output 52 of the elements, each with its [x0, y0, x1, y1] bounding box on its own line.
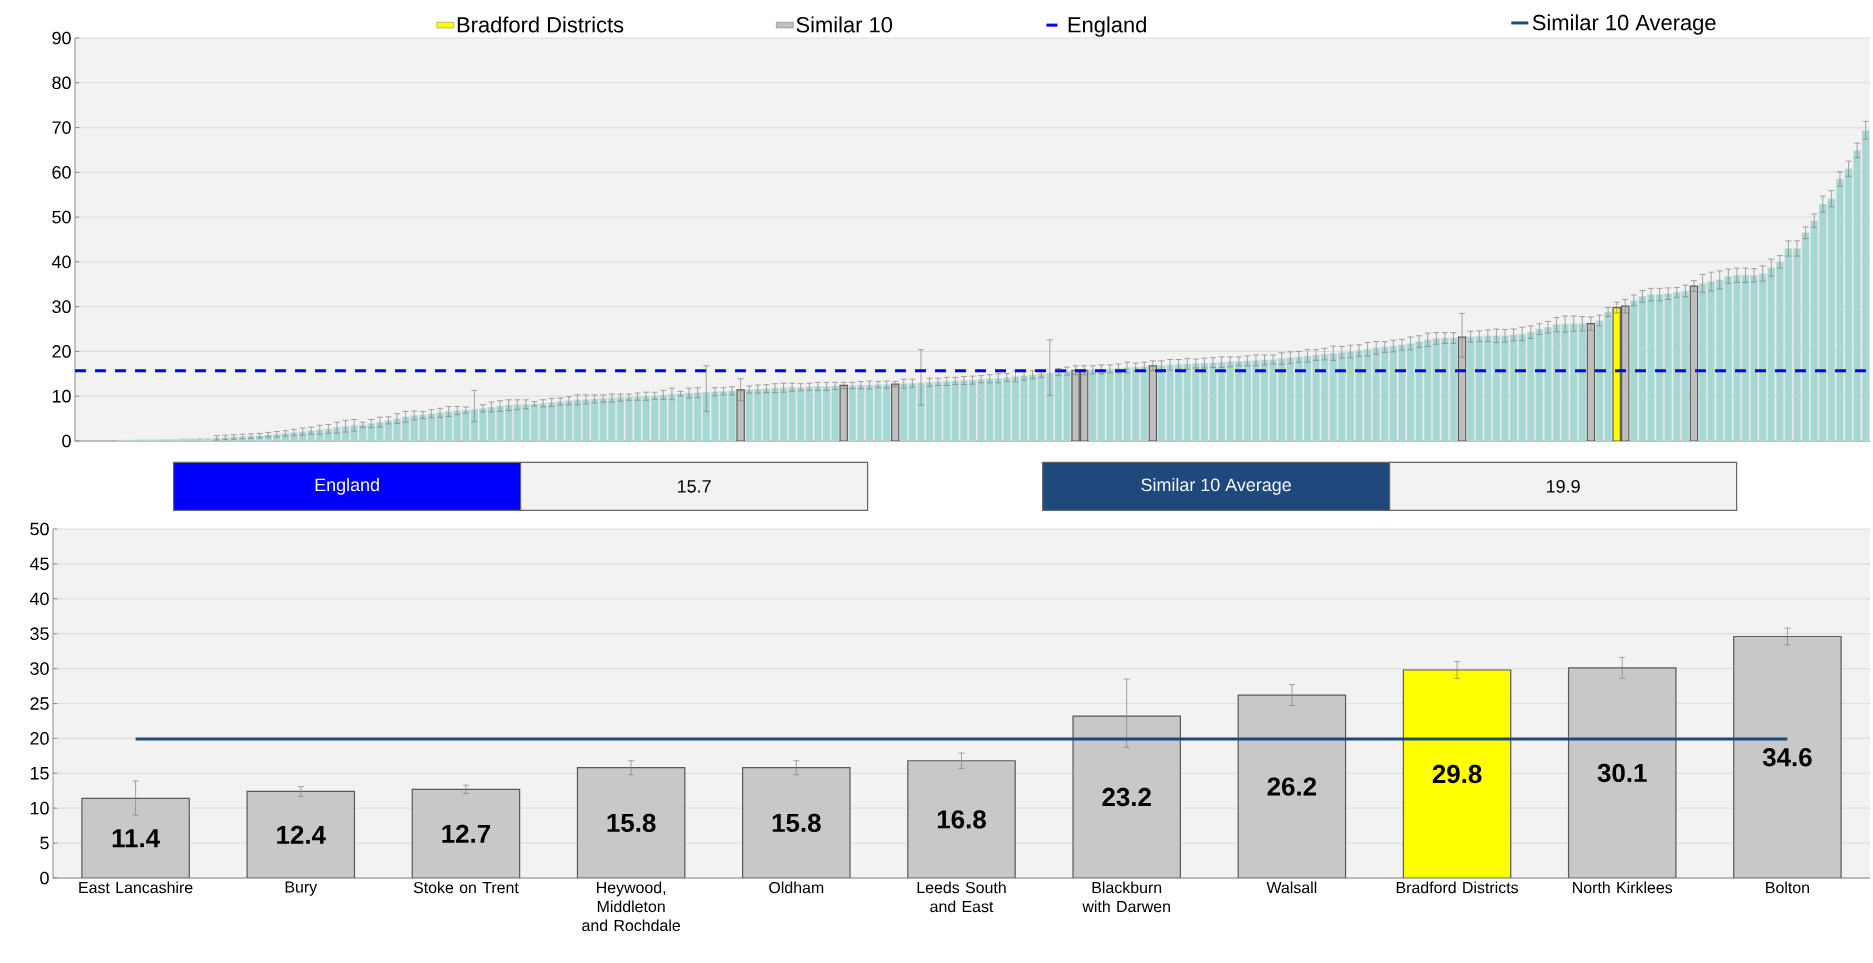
legend-label: Similar 10 [796, 16, 893, 33]
y-tick-label: 30 [52, 300, 71, 314]
y-tick-label: 60 [52, 165, 71, 179]
y-tick-label: 35 [30, 627, 49, 641]
y-tick-label: 10 [30, 801, 49, 815]
legend-label: Bradford Districts [457, 16, 624, 33]
x-tick-label: Oldham [769, 881, 824, 894]
data-label: 12.4 [277, 825, 326, 844]
data-label: 12.7 [442, 824, 491, 843]
y-tick-label: 20 [30, 732, 49, 745]
x-tick-label: North Kirklees [1573, 881, 1673, 894]
y-tick-label: 40 [29, 592, 49, 606]
data-label: 15.8 [772, 813, 821, 833]
text: Similar 10 Average [1141, 478, 1291, 495]
legend-label: Similar 10 Average [1532, 14, 1716, 35]
y-tick-label: 5 [40, 836, 49, 850]
y-tick-label: 20 [52, 345, 71, 358]
data-label: 34.6 [1762, 748, 1812, 767]
y-tick-label: 15 [30, 767, 49, 780]
y-tick-label: 40 [51, 255, 71, 269]
x-tick-label: Stoke on Trent [413, 881, 519, 894]
data-label: 29.8 [1432, 764, 1482, 784]
data-label: 16.8 [937, 810, 986, 829]
text: 15.7 [678, 480, 711, 493]
y-tick-label: 80 [52, 76, 71, 90]
x-tick-label: Leeds South and East [917, 881, 1006, 913]
bar [736, 389, 745, 441]
data-label: 15.8 [607, 813, 656, 833]
x-tick-label: Bury [285, 881, 318, 896]
y-tick-label: 45 [29, 557, 49, 571]
x-tick-label: Blackburn with Darwen [1082, 881, 1170, 913]
text: England [315, 478, 379, 495]
x-tick-label: East Lancashire [79, 881, 193, 894]
data-label: 30.1 [1597, 763, 1647, 783]
x-tick-label: Heywood, Middleton and Rochdale [582, 881, 681, 932]
text: 19.9 [1547, 480, 1580, 493]
data-label: 11.4 [112, 829, 160, 848]
y-tick-label: 10 [52, 389, 71, 403]
y-tick-label: 30 [30, 662, 49, 675]
y-tick-label: 50 [52, 210, 71, 224]
y-tick-label: 70 [52, 121, 71, 134]
data-label: 26.2 [1267, 777, 1317, 796]
x-tick-label: Bolton [1766, 881, 1809, 894]
y-tick-label: 50 [30, 522, 49, 536]
x-tick-label: Walsall [1266, 881, 1317, 894]
legend-label: England [1068, 16, 1146, 37]
x-tick-label: Bradford Districts [1396, 881, 1519, 894]
y-tick-label: 0 [40, 871, 49, 885]
data-label: 23.2 [1102, 787, 1151, 807]
y-tick-label: 25 [30, 697, 49, 710]
y-tick-label: 0 [62, 434, 71, 448]
y-tick-label: 90 [52, 31, 71, 45]
